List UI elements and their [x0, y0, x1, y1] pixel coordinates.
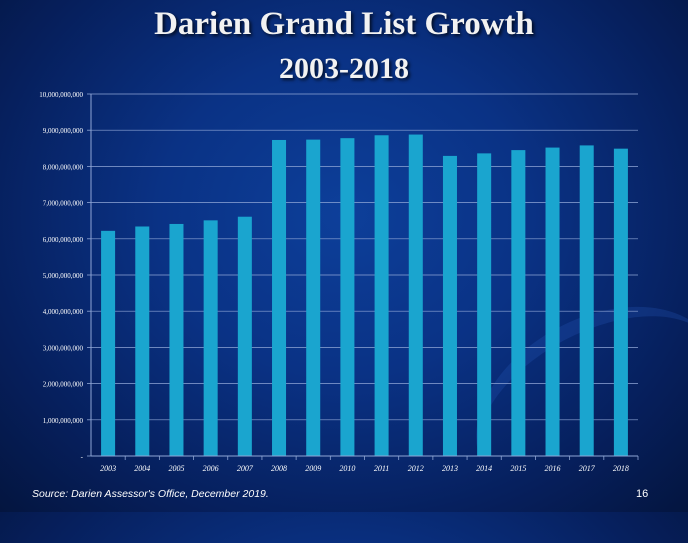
bar-chart: - 1,000,000,000 2,000,000,000 3,000,000,000… [39, 91, 639, 473]
slide-title: Darien Grand List Growth [154, 6, 534, 42]
x-tick-label: 2015 [510, 464, 526, 473]
x-tick-label: 2009 [305, 464, 321, 473]
bar-2010 [340, 138, 355, 456]
source-note: Source: Darien Assessor's Office, Decemb… [32, 488, 269, 500]
bar-2007 [237, 216, 252, 456]
x-tick-label: 2013 [442, 464, 458, 473]
y-tick-label: 3,000,000,000 [43, 344, 84, 352]
bars [101, 134, 628, 457]
y-tick-label: 10,000,000,000 [39, 91, 83, 99]
bar-2009 [306, 139, 321, 456]
bar-2015 [511, 150, 526, 457]
x-tick-label: 2011 [374, 464, 389, 473]
x-tick-label: 2014 [476, 464, 492, 473]
y-tick-label: 2,000,000,000 [43, 381, 84, 389]
bar-2006 [203, 220, 218, 456]
x-tick-label: 2010 [339, 464, 355, 473]
y-tick-label: 9,000,000,000 [43, 127, 84, 135]
bar-2008 [272, 139, 287, 456]
slide-subtitle-years: 2003-2018 [279, 52, 409, 85]
x-tick-label: 2003 [100, 464, 116, 473]
y-tick-label: 5,000,000,000 [43, 272, 84, 280]
x-tick-label: 2008 [271, 464, 287, 473]
x-tick-label: 2012 [408, 464, 424, 473]
bar-2012 [408, 134, 423, 456]
x-tick-label: 2006 [203, 464, 219, 473]
y-tick-label: 8,000,000,000 [43, 163, 84, 171]
y-tick-label: 6,000,000,000 [43, 236, 84, 244]
page-number: 16 [636, 488, 649, 500]
bar-2014 [477, 153, 492, 457]
x-tick-label: 2018 [613, 464, 629, 473]
y-tick-label: - [81, 453, 84, 461]
y-tick-label: 1,000,000,000 [43, 417, 84, 425]
bar-2017 [579, 145, 594, 457]
bar-2018 [613, 148, 628, 457]
bar-2016 [545, 147, 560, 457]
bar-2013 [442, 155, 457, 457]
y-tick-label: 4,000,000,000 [43, 308, 84, 316]
bar-2004 [135, 226, 150, 456]
x-tick-label: 2004 [134, 464, 150, 473]
bar-2005 [169, 223, 184, 456]
x-tick-label: 2017 [579, 464, 596, 473]
x-tick-label: 2005 [168, 464, 184, 473]
bar-2011 [374, 135, 389, 456]
bar-2003 [101, 230, 116, 456]
x-tick-label: 2007 [237, 464, 254, 473]
y-tick-label: 7,000,000,000 [43, 200, 84, 208]
x-axis-tick-labels: 2003 2004 2005 2006 2007 2008 2009 2010 2011 2012… [100, 456, 639, 473]
y-axis-tick-labels: - 1,000,000,000 2,000,000,000 3,000,000,000… [39, 91, 83, 461]
x-tick-label: 2016 [545, 464, 561, 473]
